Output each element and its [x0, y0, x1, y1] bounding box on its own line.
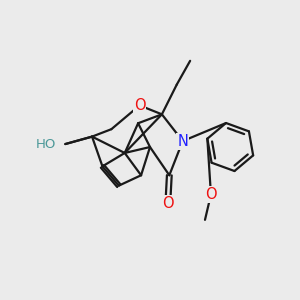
Text: O: O [162, 196, 174, 211]
Text: HO: HO [36, 138, 56, 151]
Text: N: N [177, 134, 188, 148]
Text: O: O [205, 187, 217, 202]
Text: O: O [134, 98, 146, 113]
